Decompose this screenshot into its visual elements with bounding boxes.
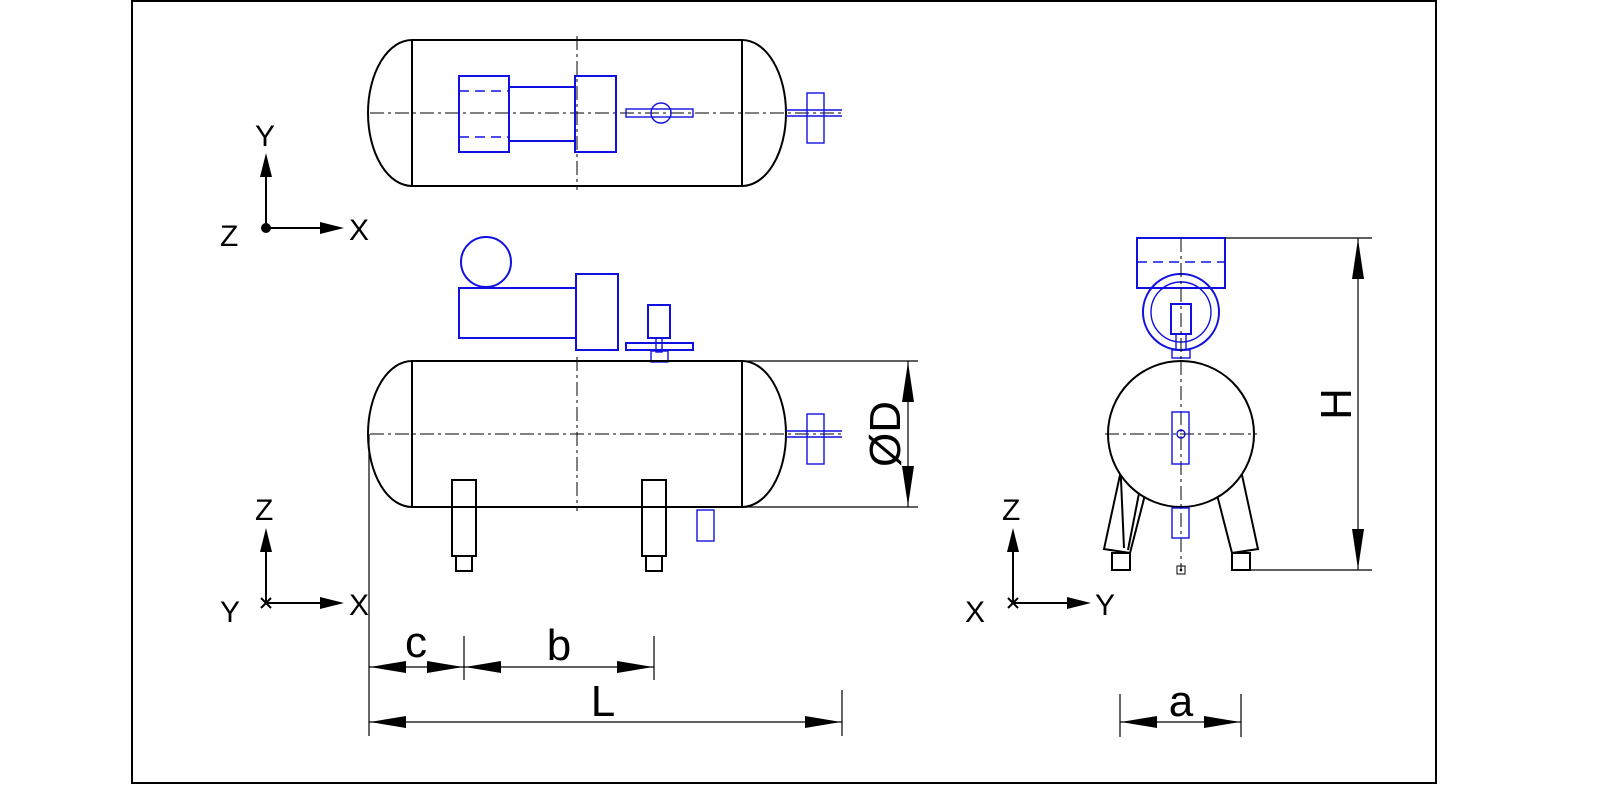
axis-triad-top: X Y Z — [220, 120, 369, 253]
axis-label-y: Y — [255, 120, 275, 153]
side-view-end-flange — [786, 413, 842, 465]
dimension-b: b — [464, 621, 654, 673]
axis-triad-side: X Z Y — [220, 494, 369, 629]
axis-label-y: Y — [1095, 589, 1115, 622]
drawing-frame — [131, 0, 1437, 784]
axis-label-x: X — [349, 214, 369, 247]
dimension-diameter: ØD — [742, 360, 918, 508]
top-view-end-flange — [786, 92, 842, 144]
side-view-leg-left — [451, 479, 477, 572]
dimension-label-height: H — [1312, 388, 1361, 420]
side-view-nozzle — [625, 304, 694, 363]
axis-label-x: X — [965, 596, 985, 629]
axis-label-y: Y — [220, 596, 240, 629]
dimension-label-diameter: ØD — [861, 401, 910, 467]
dimension-label-a: a — [1169, 677, 1194, 726]
dimension-L: L — [369, 677, 842, 728]
side-view-drain — [696, 509, 715, 542]
top-view-nozzle — [625, 102, 694, 124]
end-view: H a — [1102, 237, 1372, 737]
axis-label-z: Z — [255, 494, 273, 527]
side-view-motor — [458, 236, 619, 351]
end-view-drain-point — [1176, 565, 1186, 575]
dimension-a: a — [1119, 677, 1242, 737]
dimension-height: H — [1225, 237, 1372, 571]
top-view-motor — [458, 75, 617, 153]
dimension-label-L: L — [591, 677, 615, 726]
side-view: ØD c b L — [367, 236, 918, 736]
axis-label-z: Z — [220, 220, 238, 253]
axis-label-z: Z — [1002, 494, 1020, 527]
axis-label-x: X — [349, 589, 369, 622]
side-view-leg-right — [641, 479, 667, 572]
end-view-drain — [1171, 507, 1190, 539]
dimension-label-c: c — [405, 618, 427, 667]
dimension-c: c — [369, 618, 464, 673]
end-view-flange — [1171, 411, 1190, 465]
dimension-label-b: b — [547, 621, 571, 670]
top-view — [367, 36, 845, 190]
axis-triad-end: Y Z X — [965, 494, 1115, 629]
